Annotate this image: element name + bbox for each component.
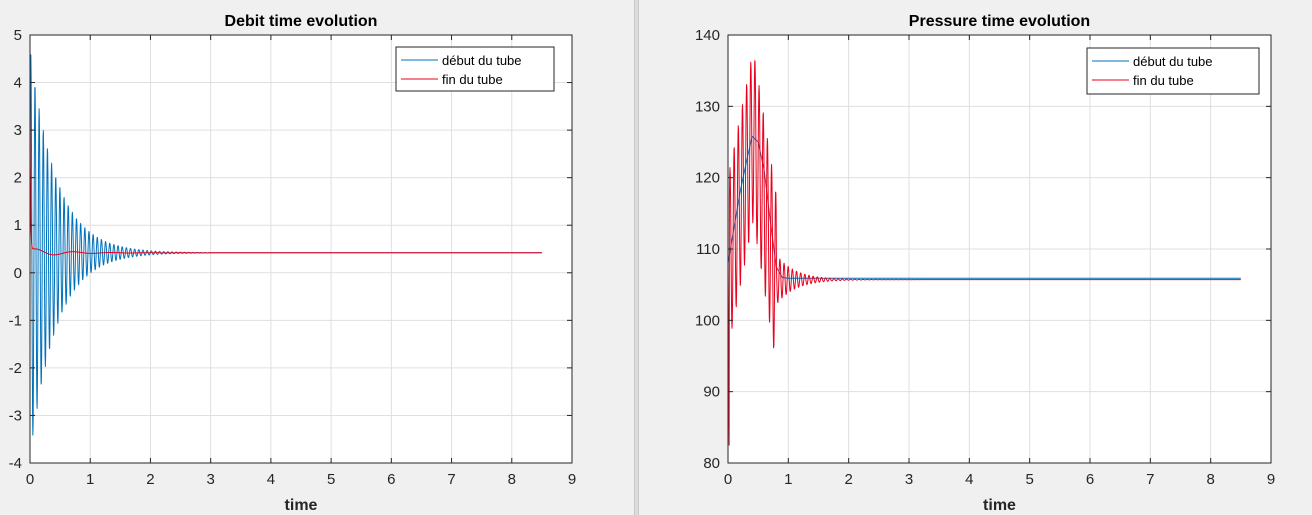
x-tick-label: 5 bbox=[327, 471, 335, 488]
y-tick-label: 4 bbox=[14, 75, 22, 92]
chart-title: Pressure time evolution bbox=[909, 13, 1090, 30]
y-tick-label: 100 bbox=[695, 312, 720, 329]
x-tick-label: 0 bbox=[724, 471, 732, 488]
pressure-chart-panel: 0 1 2 3 4 5 6 7 8 9 80 90 100 110 120 130 140 Pressure ti… bbox=[639, 0, 1312, 515]
series-group bbox=[30, 54, 543, 436]
y-tick-label: 3 bbox=[14, 122, 22, 139]
figure-divider[interactable] bbox=[634, 0, 639, 515]
series-line-fin-du-tube bbox=[728, 60, 1242, 446]
x-tick-label: 9 bbox=[1267, 471, 1275, 488]
x-tick-label: 5 bbox=[1025, 471, 1033, 488]
debit-chart: 0 1 2 3 4 5 6 7 8 9 -4 -3 -2 -1 0 1 2 3 4 5 Debit time evolu… bbox=[9, 13, 577, 514]
x-axis-label: time bbox=[285, 497, 318, 514]
x-tick-label: 4 bbox=[267, 471, 275, 488]
y-tick-label: -2 bbox=[9, 360, 22, 377]
x-tick-label: 0 bbox=[26, 471, 34, 488]
legend[interactable]: début du tube fin du tube bbox=[395, 46, 555, 92]
plot-area bbox=[30, 35, 572, 463]
legend-entry-label: début du tube bbox=[1133, 54, 1213, 69]
series-group bbox=[728, 60, 1242, 446]
legend-entry-label: fin du tube bbox=[442, 72, 503, 87]
y-tick-label: 80 bbox=[703, 455, 720, 472]
x-tick-label: 7 bbox=[1146, 471, 1154, 488]
legend-box bbox=[395, 46, 555, 92]
y-tick-label: 130 bbox=[695, 98, 720, 115]
x-tick-label: 3 bbox=[206, 471, 214, 488]
y-tick-label: -3 bbox=[9, 407, 22, 424]
x-tick-label: 7 bbox=[447, 471, 455, 488]
legend-box bbox=[1086, 47, 1260, 95]
y-tick-label: -4 bbox=[9, 455, 22, 472]
x-tick-label: 2 bbox=[844, 471, 852, 488]
x-tick-label: 8 bbox=[1206, 471, 1214, 488]
y-tick-label: 140 bbox=[695, 27, 720, 44]
x-tick-label: 2 bbox=[146, 471, 154, 488]
series-line-fin-du-tube bbox=[30, 85, 543, 256]
x-tick-label: 4 bbox=[965, 471, 973, 488]
axes-box bbox=[29, 34, 573, 464]
x-axis-label: time bbox=[983, 497, 1016, 514]
y-tick-label: 5 bbox=[14, 27, 22, 44]
debit-chart-panel: 0 1 2 3 4 5 6 7 8 9 -4 -3 -2 -1 0 1 2 3 4 5 Debit time evolu… bbox=[0, 0, 634, 515]
legend-entry-label: début du tube bbox=[442, 53, 522, 68]
x-tick-label: 1 bbox=[86, 471, 94, 488]
y-tick-label: 110 bbox=[696, 241, 720, 258]
x-tick-label: 3 bbox=[905, 471, 913, 488]
y-tick-label: -1 bbox=[9, 312, 22, 329]
x-tick-label: 8 bbox=[508, 471, 516, 488]
chart-title: Debit time evolution bbox=[225, 13, 378, 30]
legend[interactable]: début du tube fin du tube bbox=[1086, 47, 1260, 95]
x-tick-label: 6 bbox=[1086, 471, 1094, 488]
y-tick-label: 0 bbox=[14, 265, 22, 282]
x-tick-label: 9 bbox=[568, 471, 576, 488]
y-tick-label: 120 bbox=[695, 170, 720, 187]
legend-entry-label: fin du tube bbox=[1133, 73, 1194, 88]
x-tick-label: 1 bbox=[784, 471, 792, 488]
y-tick-label: 2 bbox=[14, 170, 22, 187]
y-tick-label: 1 bbox=[14, 217, 22, 234]
pressure-chart: 0 1 2 3 4 5 6 7 8 9 80 90 100 110 120 130 140 Pressure ti… bbox=[695, 13, 1275, 514]
y-tick-label: 90 bbox=[703, 384, 720, 401]
x-tick-label: 6 bbox=[387, 471, 395, 488]
